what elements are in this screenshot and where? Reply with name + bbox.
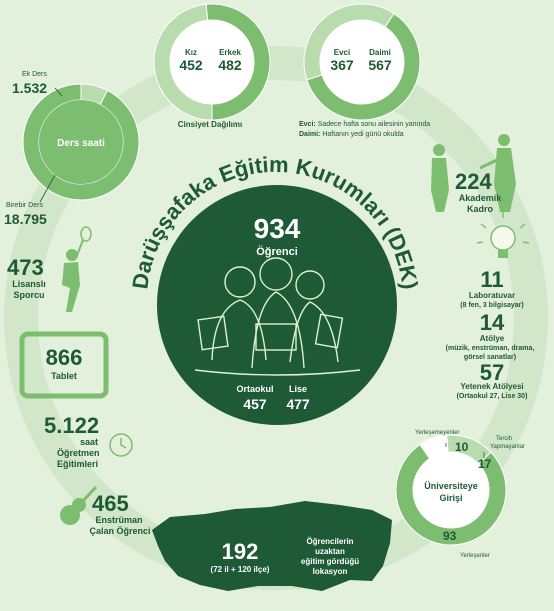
atolye-detail-1: (müzik, enstrüman, drama, (428, 345, 552, 353)
ek-ders-value: 1.532 (12, 81, 47, 96)
center-total-value: 934 (237, 214, 317, 245)
birebir-value: 18.795 (4, 212, 47, 227)
daimi-note-key: Daimi: (299, 131, 320, 138)
cinsiyet-caption: Cinsiyet Dağılımı (160, 121, 260, 130)
erkek-value: 482 (211, 58, 249, 73)
center-total-label: Öğrenci (237, 246, 317, 258)
yetenek-label: Yetenek Atölyesi (440, 383, 544, 392)
lise-label: Lise (270, 385, 326, 395)
laboratuvar-detail: (8 fen, 3 bilgisayar) (446, 302, 538, 310)
tennis-player-icon (62, 227, 91, 312)
lokasyon-value: 192 (200, 540, 280, 564)
ogretmen-label-3: Eğitimleri (57, 460, 98, 470)
daimi-note-text: Haftanın yedi günü okulda (322, 131, 403, 138)
sporcu-label-2: Sporcu (4, 291, 54, 301)
clock-icon (110, 434, 132, 456)
yerlesemeyen-label: Yerleşemeyenler (415, 430, 459, 437)
tercih-value: 17 (478, 458, 491, 471)
laboratuvar-label: Laboratuvar (452, 292, 532, 301)
tercih-label-1: Tercih (496, 436, 512, 443)
yetenek-detail: (Ortaokul 27, Lise 30) (432, 393, 552, 401)
atolye-value: 14 (462, 311, 522, 335)
tablet-value: 866 (28, 346, 100, 370)
akademik-value: 224 (455, 170, 492, 194)
daimi-note: Daimi: Haftanın yedi günü okulda (299, 131, 404, 139)
evci-note-key: Evci: (299, 121, 316, 128)
sporcu-value: 473 (7, 256, 44, 280)
enstruman-value: 465 (92, 492, 129, 516)
lokasyon-label-2: uzaktan (290, 548, 370, 557)
birebir-label: Birebir Ders (6, 202, 43, 210)
daimi-value: 567 (361, 58, 399, 73)
lise-value: 477 (270, 397, 326, 412)
universite-center-label-2: Girişi (416, 494, 486, 504)
lokasyon-label-3: eğitim gördüğü (290, 558, 370, 567)
laboratuvar-value: 11 (462, 268, 522, 292)
evci-value: 367 (324, 58, 360, 73)
ogretmen-value: 5.122 (44, 414, 99, 438)
universite-center-label-1: Üniversiteye (416, 482, 486, 492)
tablet-label: Tablet (28, 372, 100, 382)
atolye-label: Atölye (462, 335, 522, 344)
evci-note-text: Sadece hafta sonu ailesinin yanında (318, 121, 430, 128)
lokasyon-label-1: Öğrencilerin (290, 538, 370, 547)
lokasyon-label-4: lokasyon (290, 568, 370, 577)
lokasyon-detail: (72 il + 120 ilçe) (195, 566, 285, 575)
tercih-label-2: Yapmayanlar (490, 444, 525, 451)
enstruman-label-1: Enstrüman (84, 516, 154, 526)
ogretmen-label-1: saat (80, 438, 98, 448)
akademik-label-1: Akademik (455, 194, 505, 204)
kiz-value: 452 (174, 58, 208, 73)
ek-ders-label: Ek Ders (22, 71, 47, 79)
akademik-label-2: Kadro (455, 205, 505, 215)
ogretmen-label-2: Öğretmen (57, 449, 100, 459)
yerlesen-label: Yerleşenler (460, 553, 490, 560)
ders-saati-center-label: Ders saati (48, 138, 114, 149)
evci-note: Evci: Sadece hafta sonu ailesinin yanınd… (299, 121, 430, 129)
yerlesen-value: 93 (443, 530, 456, 543)
sporcu-label-1: Lisanslı (4, 280, 54, 290)
enstruman-label-2: Çalan Öğrenci (80, 527, 160, 537)
yerlesemeyen-value: 10 (455, 441, 468, 454)
